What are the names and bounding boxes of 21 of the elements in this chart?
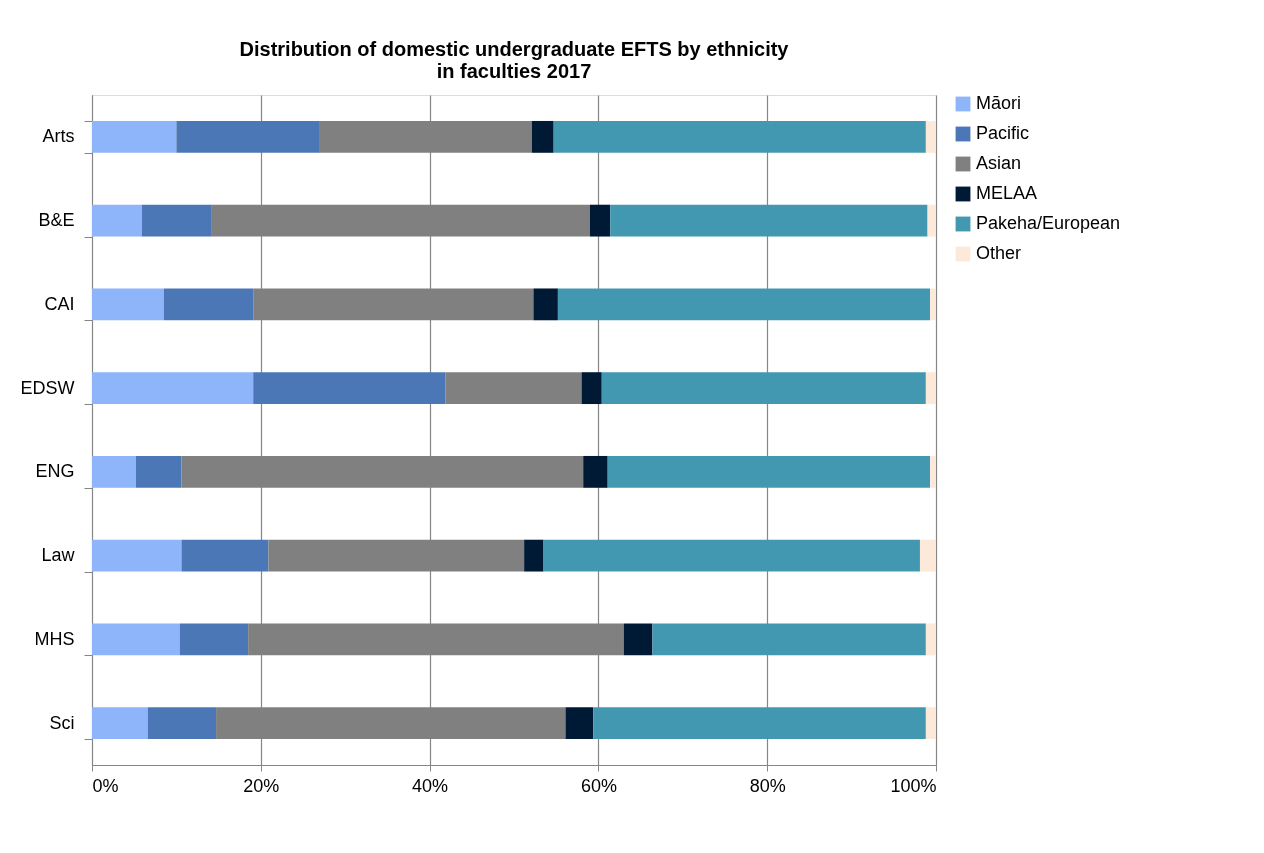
legend-label: Pakeha/European bbox=[976, 213, 1121, 233]
x-tick-label: 100% bbox=[890, 775, 937, 796]
x-tick-label: 40% bbox=[412, 775, 449, 796]
legend-label: Asian bbox=[976, 153, 1022, 173]
y-tick-label: ENG bbox=[35, 461, 75, 482]
legend-label: Māori bbox=[976, 93, 1022, 113]
y-tick-label: Law bbox=[41, 545, 76, 566]
y-tick-label: CAI bbox=[44, 293, 75, 314]
y-tick-label: MHS bbox=[34, 628, 75, 649]
y-tick-label: Sci bbox=[49, 712, 75, 733]
legend-label: Pacific bbox=[976, 123, 1030, 143]
x-tick-label: 20% bbox=[243, 775, 280, 796]
y-tick-label: B&E bbox=[38, 210, 75, 231]
chart-title: Distribution of domestic undergraduate EFTS by ethnicity in faculties 2017 bbox=[239, 38, 790, 82]
legend-label: MELAA bbox=[976, 183, 1038, 203]
x-tick-label: 60% bbox=[580, 775, 617, 796]
legend-label: Other bbox=[976, 243, 1022, 263]
x-tick-label: 80% bbox=[749, 775, 786, 796]
x-tick-label: 0% bbox=[92, 775, 119, 796]
y-tick-label: Arts bbox=[42, 126, 75, 147]
y-tick-label: EDSW bbox=[20, 377, 75, 398]
